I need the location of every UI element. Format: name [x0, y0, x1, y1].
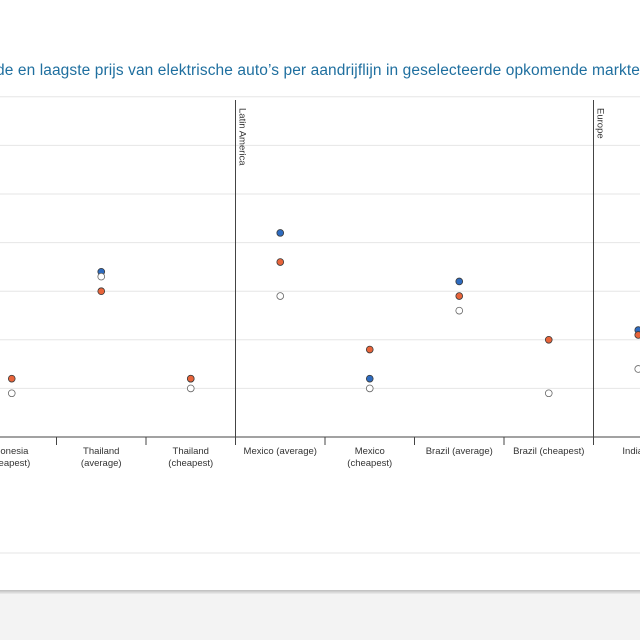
- grid-lines: [0, 96, 640, 554]
- x-tick-label-line: Brazil (average): [426, 446, 493, 457]
- x-tick-label: Thailand (average): [81, 446, 122, 469]
- x-tick-label-line: Brazil (cheapest): [513, 446, 584, 457]
- x-tick-label-line: Mexico: [355, 446, 385, 457]
- data-point: [544, 389, 553, 398]
- x-tick-label-line: Thailand: [173, 446, 209, 457]
- x-tick-label: India (a: [622, 446, 640, 457]
- region-dividers: Latin America Europe: [235, 100, 606, 437]
- data-point: [276, 292, 285, 300]
- x-tick-label-line: heapest): [0, 458, 30, 469]
- x-tick-label-line: Thailand: [83, 446, 119, 457]
- x-tick-label: Brazil (cheapest): [513, 446, 584, 457]
- x-tick-label-line: (average): [81, 458, 122, 469]
- data-point: [276, 258, 285, 266]
- bottom-shadow: [0, 590, 640, 594]
- data-point: [455, 277, 464, 286]
- x-tick-label: Mexico (average): [244, 446, 317, 457]
- chart-title: de en laagste prijs van elektrische auto…: [0, 62, 640, 79]
- x-tick-label-line: India (a: [622, 446, 640, 457]
- data-point: [455, 306, 464, 315]
- data-point: [97, 287, 106, 296]
- x-tick-label: Mexico (cheapest): [347, 446, 392, 469]
- x-tick-label: Thailand (cheapest): [168, 446, 213, 469]
- x-tick-label-line: (cheapest): [347, 458, 392, 469]
- data-point: [634, 365, 640, 373]
- region-label: Europe: [595, 108, 606, 139]
- data-points: [7, 229, 640, 398]
- data-point: [544, 335, 553, 344]
- x-tick-labels: donesiaheapest)Thailand(average)Thailand…: [0, 446, 640, 469]
- data-point: [455, 292, 464, 300]
- data-point: [365, 384, 374, 393]
- x-tick-label: Brazil (average): [426, 446, 493, 457]
- x-tick-label-line: (cheapest): [168, 458, 213, 469]
- region-label: Latin America: [237, 108, 248, 166]
- x-tick-label: donesiaheapest): [0, 446, 30, 469]
- data-point: [365, 345, 374, 354]
- x-tick-label-line: Mexico (average): [244, 446, 317, 457]
- data-point: [7, 389, 16, 398]
- data-point: [186, 374, 195, 383]
- x-tick-label-line: donesia: [0, 446, 29, 457]
- data-point: [634, 331, 640, 339]
- data-point: [186, 384, 195, 393]
- data-point: [365, 374, 374, 383]
- x-axis: [0, 436, 640, 445]
- data-point: [7, 374, 16, 383]
- bottom-area: [0, 594, 640, 640]
- data-point: [276, 229, 285, 237]
- data-point: [97, 272, 106, 281]
